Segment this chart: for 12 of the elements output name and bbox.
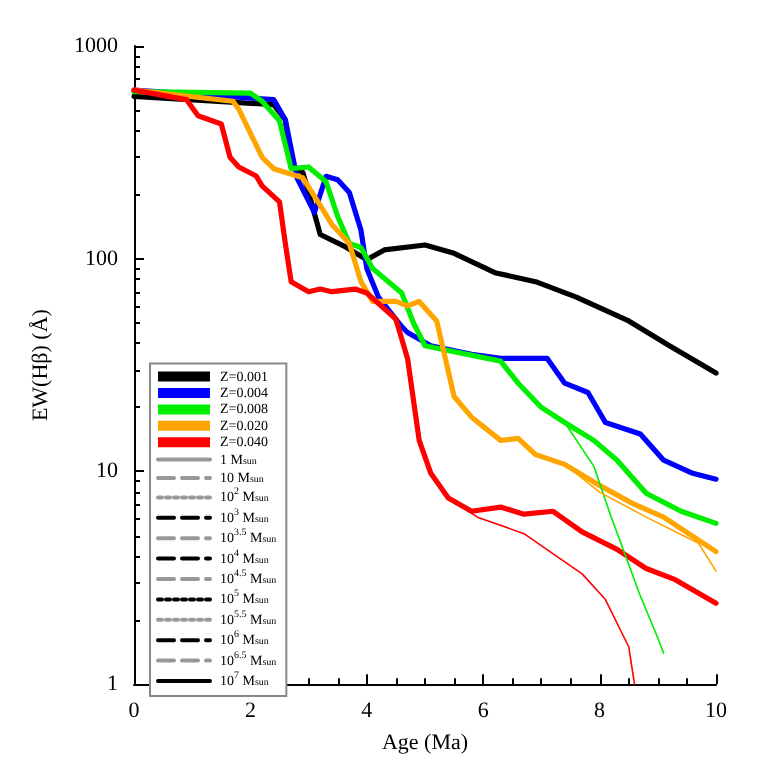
y-axis-title: EW(Hβ) (Å) bbox=[27, 308, 54, 422]
x-tick-label: 6 bbox=[477, 699, 490, 724]
y-tick-label: 10 bbox=[96, 459, 119, 484]
x-axis-title: Age (Ma) bbox=[381, 731, 469, 755]
x-tick-label: 4 bbox=[361, 699, 374, 724]
x-tick-label: 0 bbox=[128, 699, 141, 724]
x-tick-label: 2 bbox=[244, 699, 256, 724]
x-tick-label: 10 bbox=[705, 699, 728, 724]
y-tick-label: 1000 bbox=[74, 34, 119, 58]
y-tick-label: 1 bbox=[107, 672, 118, 697]
y-tick-label: 100 bbox=[85, 246, 119, 271]
x-tick-label: 8 bbox=[594, 699, 607, 724]
